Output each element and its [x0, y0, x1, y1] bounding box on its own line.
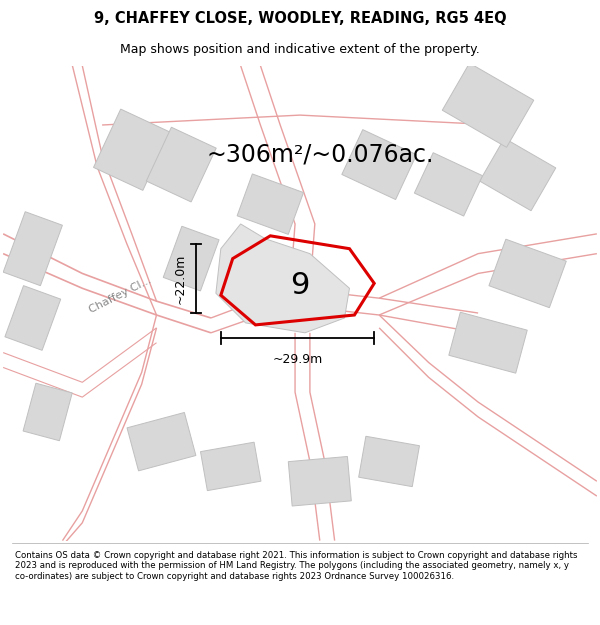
Polygon shape: [163, 226, 219, 291]
Polygon shape: [237, 174, 304, 234]
Polygon shape: [5, 286, 61, 350]
Polygon shape: [489, 239, 566, 308]
Polygon shape: [442, 63, 534, 148]
Polygon shape: [127, 412, 196, 471]
Text: Contains OS data © Crown copyright and database right 2021. This information is : Contains OS data © Crown copyright and d…: [15, 551, 577, 581]
Polygon shape: [288, 456, 352, 506]
Polygon shape: [415, 152, 482, 216]
Polygon shape: [216, 224, 349, 332]
Polygon shape: [200, 442, 261, 491]
Polygon shape: [359, 436, 419, 487]
Polygon shape: [449, 312, 527, 373]
Text: Map shows position and indicative extent of the property.: Map shows position and indicative extent…: [120, 42, 480, 56]
Text: 9: 9: [290, 271, 310, 300]
Polygon shape: [479, 138, 556, 211]
Text: ~22.0m: ~22.0m: [173, 253, 186, 304]
Text: Chaffey Cl...: Chaffey Cl...: [87, 275, 152, 315]
Polygon shape: [342, 129, 416, 199]
Polygon shape: [146, 127, 216, 202]
Polygon shape: [3, 212, 62, 286]
Polygon shape: [23, 383, 72, 441]
Text: ~29.9m: ~29.9m: [272, 352, 323, 366]
Text: 9, CHAFFEY CLOSE, WOODLEY, READING, RG5 4EQ: 9, CHAFFEY CLOSE, WOODLEY, READING, RG5 …: [94, 11, 506, 26]
Text: ~306m²/~0.076ac.: ~306m²/~0.076ac.: [206, 142, 433, 167]
Polygon shape: [94, 109, 170, 191]
